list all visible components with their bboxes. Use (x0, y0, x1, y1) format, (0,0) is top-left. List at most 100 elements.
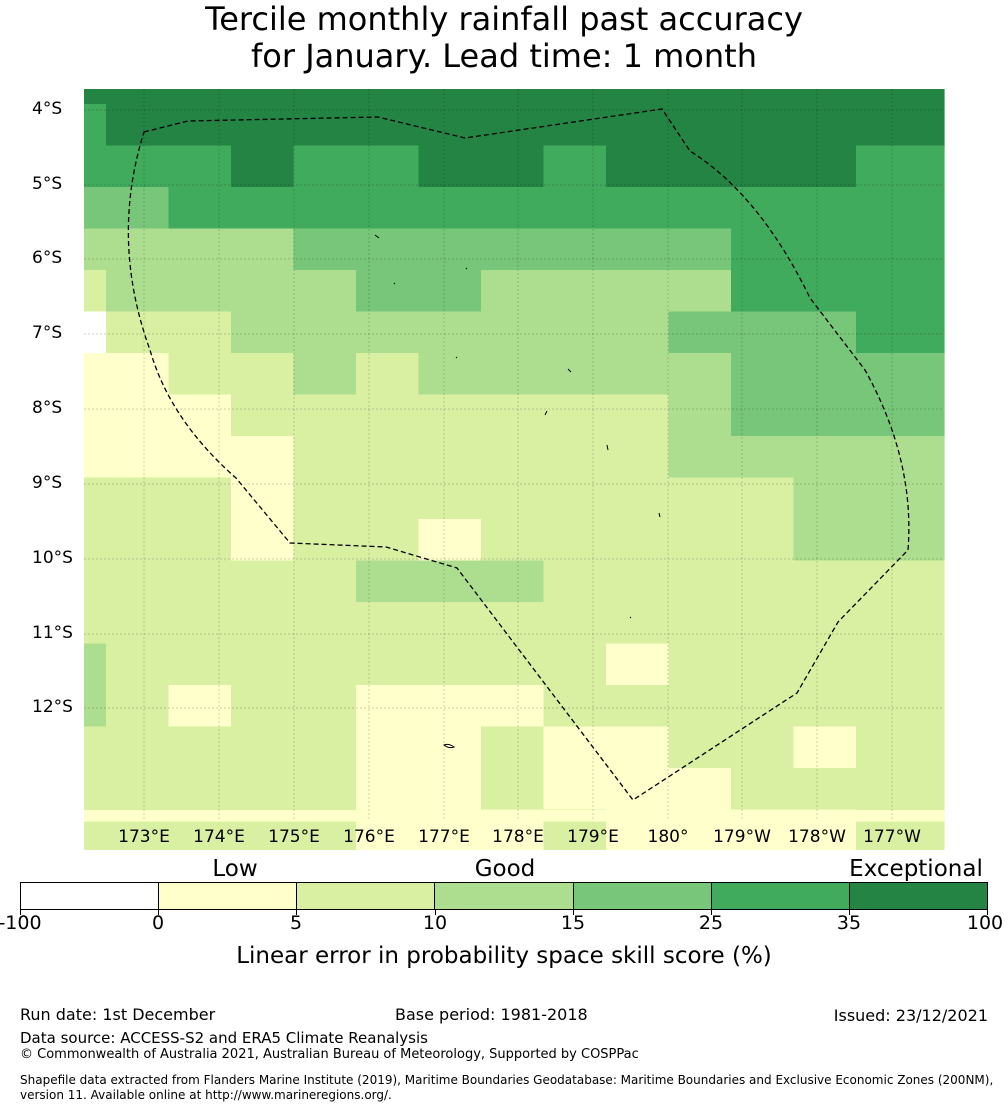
grid-cell (106, 89, 170, 105)
lon-label: 179°E (567, 827, 619, 847)
grid-cell (418, 145, 482, 188)
grid-cell (231, 560, 295, 603)
grid-cell (418, 353, 482, 396)
grid-cell (293, 477, 357, 520)
grid-cell (543, 311, 607, 354)
grid-cell (481, 685, 545, 728)
grid-cell (231, 311, 295, 354)
colorbar-tick-label: -100 (0, 912, 42, 934)
grid-cell (856, 685, 945, 728)
grid-cell (231, 685, 295, 728)
grid-cell (543, 270, 607, 313)
grid-cell (106, 768, 170, 811)
grid-cell (231, 519, 295, 562)
grid-cell (543, 104, 607, 147)
grid-cell (293, 519, 357, 562)
grid-cell (231, 270, 295, 313)
skill-grid-cells (84, 89, 945, 850)
grid-cell (293, 353, 357, 396)
grid-cell (856, 519, 945, 562)
lon-label: 177°E (418, 827, 470, 847)
grid-cell (856, 104, 945, 147)
grid-cell (231, 643, 295, 686)
grid-cell (168, 477, 232, 520)
grid-cell (168, 602, 232, 645)
grid-cell (793, 187, 857, 230)
colorbar (20, 882, 988, 910)
lon-label: 179°W (713, 827, 771, 847)
grid-cell (168, 270, 232, 313)
grid-cell (606, 726, 670, 769)
grid-cell (356, 394, 420, 437)
colorbar-tick-label: 15 (560, 912, 586, 934)
grid-cell (293, 89, 357, 105)
grid-cell (606, 519, 670, 562)
grid-cell (293, 436, 357, 479)
grid-cell (168, 353, 232, 396)
grid-cell (543, 89, 607, 105)
grid-cell (793, 104, 857, 147)
data-source: Data source: ACCESS-S2 and ERA5 Climate … (20, 1029, 428, 1047)
grid-cell (668, 394, 732, 437)
lon-label: 178°W (788, 827, 846, 847)
grid-cell (856, 560, 945, 603)
grid-cell (168, 436, 232, 479)
grid-cell (606, 187, 670, 230)
grid-cell (606, 643, 670, 686)
grid-cell (356, 519, 420, 562)
grid-cell (606, 477, 670, 520)
grid-cell (606, 311, 670, 354)
grid-cell (231, 394, 295, 437)
grid-cell (731, 810, 795, 822)
grid-cell (106, 810, 170, 822)
grid-cell (168, 311, 232, 354)
grid-cell (168, 187, 232, 230)
grid-cell (481, 353, 545, 396)
grid-cell (543, 643, 607, 686)
lat-label: 5°S (32, 174, 63, 194)
colorbar-tick-mark (20, 910, 21, 915)
grid-cell (418, 685, 482, 728)
grid-cell (606, 560, 670, 603)
grid-cell (731, 477, 795, 520)
island-outline (658, 512, 661, 518)
grid-cell (606, 89, 670, 105)
grid-cell (84, 228, 107, 271)
grid-cell (231, 810, 295, 822)
grid-cell (481, 560, 545, 603)
grid-cell (856, 768, 945, 811)
grid-cell (356, 270, 420, 313)
grid-cell (856, 810, 945, 822)
grid-cell (668, 270, 732, 313)
lat-label: 7°S (32, 323, 63, 343)
grid-cell (168, 726, 232, 769)
grid-cell (168, 104, 232, 147)
grid-cell (668, 104, 732, 147)
grid-cell (293, 602, 357, 645)
grid-cell (668, 768, 732, 811)
grid-cell (606, 145, 670, 188)
base-period: Base period: 1981-2018 (395, 1005, 588, 1024)
grid-cell (84, 477, 107, 520)
grid-cell (668, 436, 732, 479)
grid-cell (231, 228, 295, 271)
grid-cell (793, 228, 857, 271)
grid-cell (168, 394, 232, 437)
lat-label: 8°S (32, 398, 63, 418)
grid-cell (543, 477, 607, 520)
grid-cell (481, 104, 545, 147)
grid-cell (356, 560, 420, 603)
grid-cell (231, 89, 295, 105)
grid-cell (84, 810, 107, 822)
colorbar-segment (849, 883, 987, 909)
grid-cell (106, 643, 170, 686)
legend-category-exceptional: Exceptional (849, 856, 983, 882)
island-outline (455, 356, 458, 359)
grid-cell (231, 436, 295, 479)
grid-cell (84, 643, 107, 686)
colorbar-tick-label: 35 (836, 912, 862, 934)
grid-cell (293, 768, 357, 811)
grid-cell (606, 810, 670, 822)
grid-cell (606, 228, 670, 271)
lat-label: 4°S (32, 99, 63, 119)
